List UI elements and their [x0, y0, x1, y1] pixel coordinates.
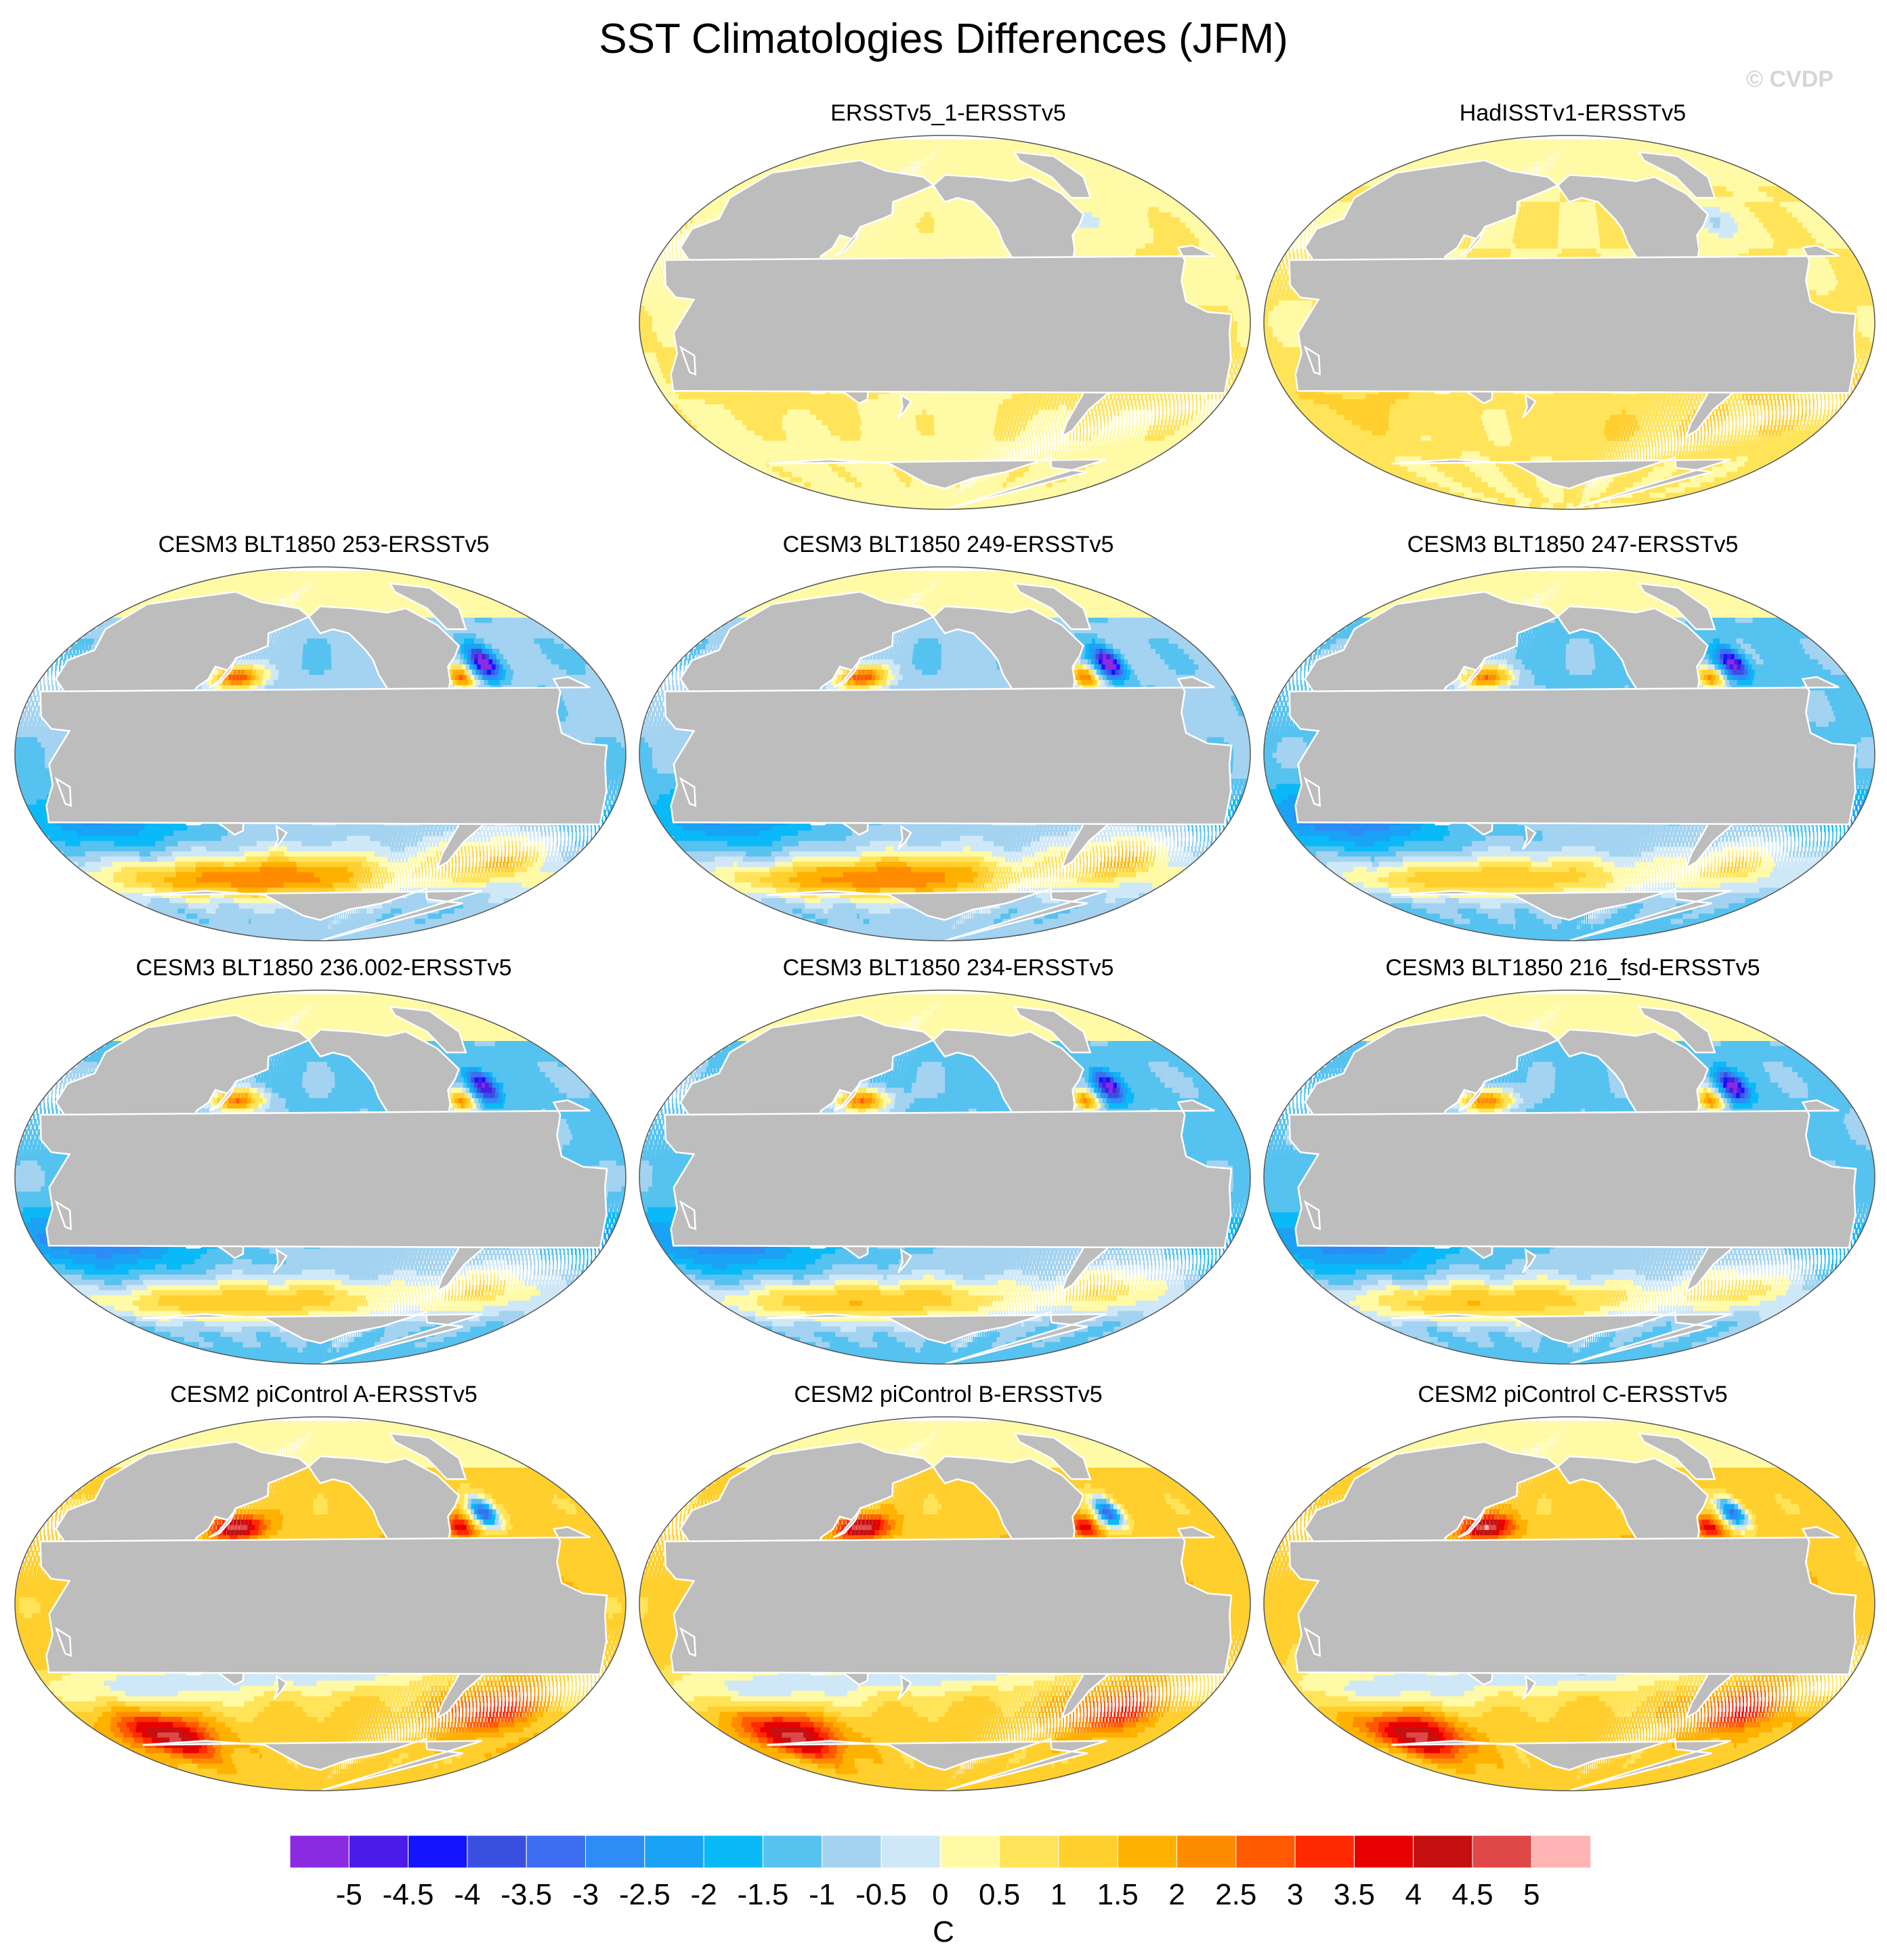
- colorbar-tick-label: 1.5: [1097, 1878, 1139, 1911]
- map-panel: CESM2 piControl A-ERSSTv5: [12, 1382, 635, 1802]
- colorbar-tick-label: -5: [336, 1878, 362, 1911]
- colorbar-swatch: [1059, 1835, 1118, 1868]
- map-panel: CESM3 BLT1850 234-ERSSTv5: [637, 955, 1260, 1375]
- colorbar-swatch: [1472, 1835, 1531, 1868]
- colorbar-swatch: [645, 1835, 704, 1868]
- map-panel: CESM3 BLT1850 236.002-ERSSTv5: [12, 955, 635, 1375]
- colorbar-swatch: [1000, 1835, 1059, 1868]
- land-africa: [665, 677, 1231, 825]
- colorbar-tick-label: -2: [691, 1878, 717, 1911]
- colorbar-tick-label: -2.5: [619, 1878, 671, 1911]
- figure-title: SST Climatologies Differences (JFM): [0, 15, 1887, 63]
- robinson-map: [1261, 1414, 1878, 1793]
- robinson-map: [637, 564, 1253, 943]
- land-africa: [41, 1101, 607, 1248]
- map-panel: CESM2 piControl B-ERSSTv5: [637, 1382, 1260, 1802]
- colorbar-swatch: [1236, 1835, 1295, 1868]
- robinson-map: [637, 987, 1253, 1367]
- colorbar-swatch: [290, 1835, 349, 1868]
- colorbar-tick-label: -4: [454, 1878, 480, 1911]
- robinson-map: [12, 987, 629, 1367]
- colorbar-swatch: [763, 1835, 822, 1868]
- panel-title: CESM3 BLT1850 249-ERSSTv5: [637, 532, 1260, 558]
- panel-title: CESM3 BLT1850 234-ERSSTv5: [637, 955, 1260, 981]
- map-panel: ERSSTv5_1-ERSSTv5: [637, 100, 1260, 520]
- land-africa: [1290, 1527, 1856, 1675]
- colorbar-swatch: [1414, 1835, 1472, 1868]
- land-africa: [665, 1101, 1231, 1248]
- land-africa: [41, 677, 607, 825]
- panel-title: CESM3 BLT1850 236.002-ERSSTv5: [12, 955, 635, 981]
- colorbar-tick-label: 0.5: [979, 1878, 1020, 1911]
- colorbar-swatch: [586, 1835, 645, 1868]
- colorbar-swatch: [1295, 1835, 1354, 1868]
- colorbar-swatch: [1354, 1835, 1413, 1868]
- colorbar-tick-label: -1: [809, 1878, 835, 1911]
- colorbar-swatch: [349, 1835, 408, 1868]
- robinson-map: [12, 1414, 629, 1793]
- land-africa: [41, 1527, 607, 1675]
- colorbar-tick-label: 2: [1168, 1878, 1185, 1911]
- map-panel: CESM3 BLT1850 249-ERSSTv5: [637, 532, 1260, 952]
- colorbar-tick-label: 2.5: [1215, 1878, 1256, 1911]
- colorbar-tick-label: -0.5: [855, 1878, 907, 1911]
- land-africa: [1290, 246, 1856, 393]
- map-panel: HadISSTv1-ERSSTv5: [1261, 100, 1884, 520]
- land-africa: [665, 246, 1231, 393]
- colorbar-tick-label: -3: [572, 1878, 599, 1911]
- panel-title: ERSSTv5_1-ERSSTv5: [637, 100, 1260, 127]
- panel-title: CESM3 BLT1850 216_fsd-ERSSTv5: [1261, 955, 1884, 981]
- land-africa: [665, 1527, 1231, 1675]
- colorbar-tick-label: 3.5: [1334, 1878, 1375, 1911]
- map-panel: CESM3 BLT1850 216_fsd-ERSSTv5: [1261, 955, 1884, 1375]
- robinson-map: [637, 1414, 1253, 1793]
- colorbar-tick-label: 4: [1405, 1878, 1421, 1911]
- colorbar-swatch: [1177, 1835, 1236, 1868]
- land-africa: [1290, 677, 1856, 825]
- panel-title: CESM2 piControl A-ERSSTv5: [12, 1382, 635, 1408]
- colorbar-swatch: [822, 1835, 881, 1868]
- robinson-map: [12, 564, 629, 943]
- colorbar-tick-label: 1: [1051, 1878, 1067, 1911]
- panel-title: HadISSTv1-ERSSTv5: [1261, 100, 1884, 127]
- colorbar-tick-label: 4.5: [1451, 1878, 1493, 1911]
- colorbar-tick-label: 3: [1287, 1878, 1303, 1911]
- colorbar-tick-label: -4.5: [383, 1878, 434, 1911]
- colorbar-swatch: [940, 1835, 999, 1868]
- map-panel: CESM3 BLT1850 253-ERSSTv5: [12, 532, 635, 952]
- colorbar-unit-label: C: [0, 1915, 1887, 1949]
- robinson-map: [1261, 564, 1878, 943]
- robinson-map: [1261, 133, 1878, 512]
- colorbar-swatch: [1118, 1835, 1176, 1868]
- panel-title: CESM3 BLT1850 253-ERSSTv5: [12, 532, 635, 558]
- colorbar-swatch: [526, 1835, 585, 1868]
- colorbar-tick-label: 5: [1523, 1878, 1540, 1911]
- colorbar-swatch: [467, 1835, 526, 1868]
- panel-title: CESM2 piControl C-ERSSTv5: [1261, 1382, 1884, 1408]
- robinson-map: [1261, 987, 1878, 1367]
- map-panel: CESM2 piControl C-ERSSTv5: [1261, 1382, 1884, 1802]
- robinson-map: [637, 133, 1253, 512]
- panel-title: CESM2 piControl B-ERSSTv5: [637, 1382, 1260, 1408]
- colorbar-swatch: [704, 1835, 763, 1868]
- colorbar: -5 -4.5 -4 -3.5 -3 -2.5 -2 -1.5 -1 -0.5 0 0.5 1 1.5 2 2…: [287, 1834, 1601, 1915]
- colorbar-tick-label: 0: [932, 1878, 948, 1911]
- panel-title: CESM3 BLT1850 247-ERSSTv5: [1261, 532, 1884, 558]
- land-africa: [1290, 1101, 1856, 1248]
- colorbar-swatch: [408, 1835, 467, 1868]
- colorbar-tick-label: -1.5: [737, 1878, 788, 1911]
- colorbar-swatch: [881, 1835, 940, 1868]
- cvdp-watermark: © CVDP: [1746, 66, 1833, 93]
- colorbar-tick-label: -3.5: [501, 1878, 552, 1911]
- map-panel: CESM3 BLT1850 247-ERSSTv5: [1261, 532, 1884, 952]
- colorbar-swatch: [1531, 1835, 1590, 1868]
